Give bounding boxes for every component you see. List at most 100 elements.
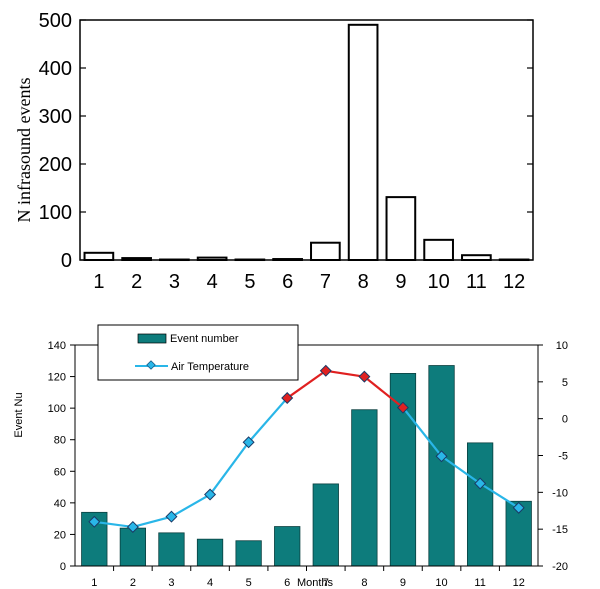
x-tick-label: 4	[207, 577, 213, 589]
x-tick-label: 10	[435, 577, 447, 589]
y-tick-label-right: -15	[552, 524, 568, 536]
bar-event-number	[119, 527, 147, 567]
x-tick-label: 12	[513, 577, 525, 589]
y-tick-label-left: 100	[48, 403, 66, 415]
plot-frame	[79, 19, 534, 261]
bar-event-number	[312, 483, 339, 567]
x-tick-label: 1	[91, 577, 97, 589]
y-tick-label-left: 140	[48, 340, 66, 352]
air-temperature-line-segment	[94, 520, 134, 529]
x-tick-label: 3	[168, 577, 174, 589]
y-tick-label: 200	[39, 154, 72, 176]
y-tick-label-right: -20	[552, 561, 568, 573]
air-temperature-point	[474, 477, 487, 490]
legend-swatch-air-temperature-marker	[146, 360, 156, 370]
legend-box	[97, 324, 299, 381]
bar	[347, 23, 379, 261]
x-tick-label: 9	[400, 577, 406, 589]
air-temperature-point	[165, 510, 178, 523]
air-temperature-line-segment	[170, 493, 211, 518]
y-axis-label: N infrasound events	[14, 78, 34, 223]
y-tick-label: 300	[39, 106, 72, 128]
x-tick-label: 7	[323, 577, 329, 589]
bar-event-number	[158, 532, 185, 567]
y-tick-label-right: -10	[552, 487, 568, 499]
air-temperature-point	[281, 392, 294, 405]
y-tick-label: 500	[39, 10, 72, 32]
x-tick-label: 3	[169, 271, 180, 293]
bar	[385, 196, 417, 261]
air-temperature-point	[396, 401, 409, 414]
x-tick-label: 9	[395, 271, 406, 293]
y-tick-label: 400	[39, 58, 72, 80]
y-tick-label-right: 10	[556, 340, 568, 352]
bar	[196, 256, 228, 262]
air-temperature-point	[204, 488, 217, 501]
air-temperature-line-segment	[363, 375, 404, 409]
y-tick-label: 100	[39, 202, 72, 224]
air-temperature-line-segment	[479, 482, 520, 509]
y-tick-label-left: 120	[48, 372, 66, 384]
x-tick-label: 11	[466, 271, 487, 293]
bar-event-number	[351, 409, 378, 567]
y-tick-label-left: 0	[60, 561, 66, 573]
air-temperature-point	[358, 370, 371, 383]
x-tick-label: 1	[93, 271, 104, 293]
air-temperature-point	[319, 364, 332, 377]
bar-event-number	[274, 526, 301, 567]
legend: Event number Air Temperature	[97, 324, 299, 381]
bar	[461, 254, 492, 261]
x-tick-label: 5	[244, 271, 255, 293]
air-temperature-line-segment	[286, 369, 327, 399]
air-temperature-line-segment	[325, 369, 365, 378]
bar-event-number	[428, 365, 455, 567]
bar	[159, 258, 190, 262]
air-temperature-line-segment	[209, 441, 250, 496]
x-axis-label: Months	[297, 577, 334, 589]
bar	[234, 258, 266, 262]
y-tick-label-right: -5	[558, 451, 568, 463]
x-tick-label: 2	[130, 577, 136, 589]
x-tick-label: 6	[284, 577, 290, 589]
x-tick-label: 4	[207, 271, 218, 293]
bar	[310, 241, 341, 262]
legend-label-air-temperature: Air Temperature	[171, 361, 249, 373]
y-tick-label-right: 5	[562, 377, 568, 389]
legend-swatch-event-number	[137, 333, 167, 344]
x-tick-label: 10	[428, 271, 450, 293]
air-temperature-line-segment	[247, 397, 289, 443]
x-tick-label: 5	[246, 577, 252, 589]
y-tick-label-left: 40	[54, 498, 66, 510]
y-tick-label-right: 0	[562, 414, 568, 426]
air-temperature-line-segment	[440, 455, 481, 485]
y-axis-label: Event Nu	[13, 392, 25, 437]
x-tick-label: 8	[358, 271, 369, 293]
bar	[423, 238, 454, 261]
air-temperature-point	[512, 501, 525, 514]
x-tick-label: 7	[320, 271, 331, 293]
x-tick-label: 2	[131, 271, 142, 293]
x-tick-label: 8	[361, 577, 367, 589]
air-temperature-line-segment	[402, 406, 443, 457]
y-tick-label-left: 20	[54, 529, 66, 541]
x-tick-label: 11	[474, 577, 485, 589]
bar-event-number	[196, 538, 224, 567]
y-tick-label: 0	[61, 250, 72, 272]
y-tick-label-left: 60	[54, 466, 66, 478]
air-temperature-point	[126, 520, 139, 533]
bar	[83, 251, 115, 262]
x-tick-label: 12	[503, 271, 525, 293]
air-temperature-line-segment	[132, 515, 172, 529]
bar	[272, 258, 303, 262]
bar	[498, 258, 530, 262]
y-tick-label-left: 80	[54, 435, 66, 447]
air-temperature-point	[242, 436, 255, 449]
air-temperature-point	[88, 515, 101, 528]
bar-event-number	[466, 442, 494, 567]
x-tick-label: 6	[282, 271, 293, 293]
bar	[121, 257, 152, 261]
bar-event-number	[235, 540, 262, 567]
